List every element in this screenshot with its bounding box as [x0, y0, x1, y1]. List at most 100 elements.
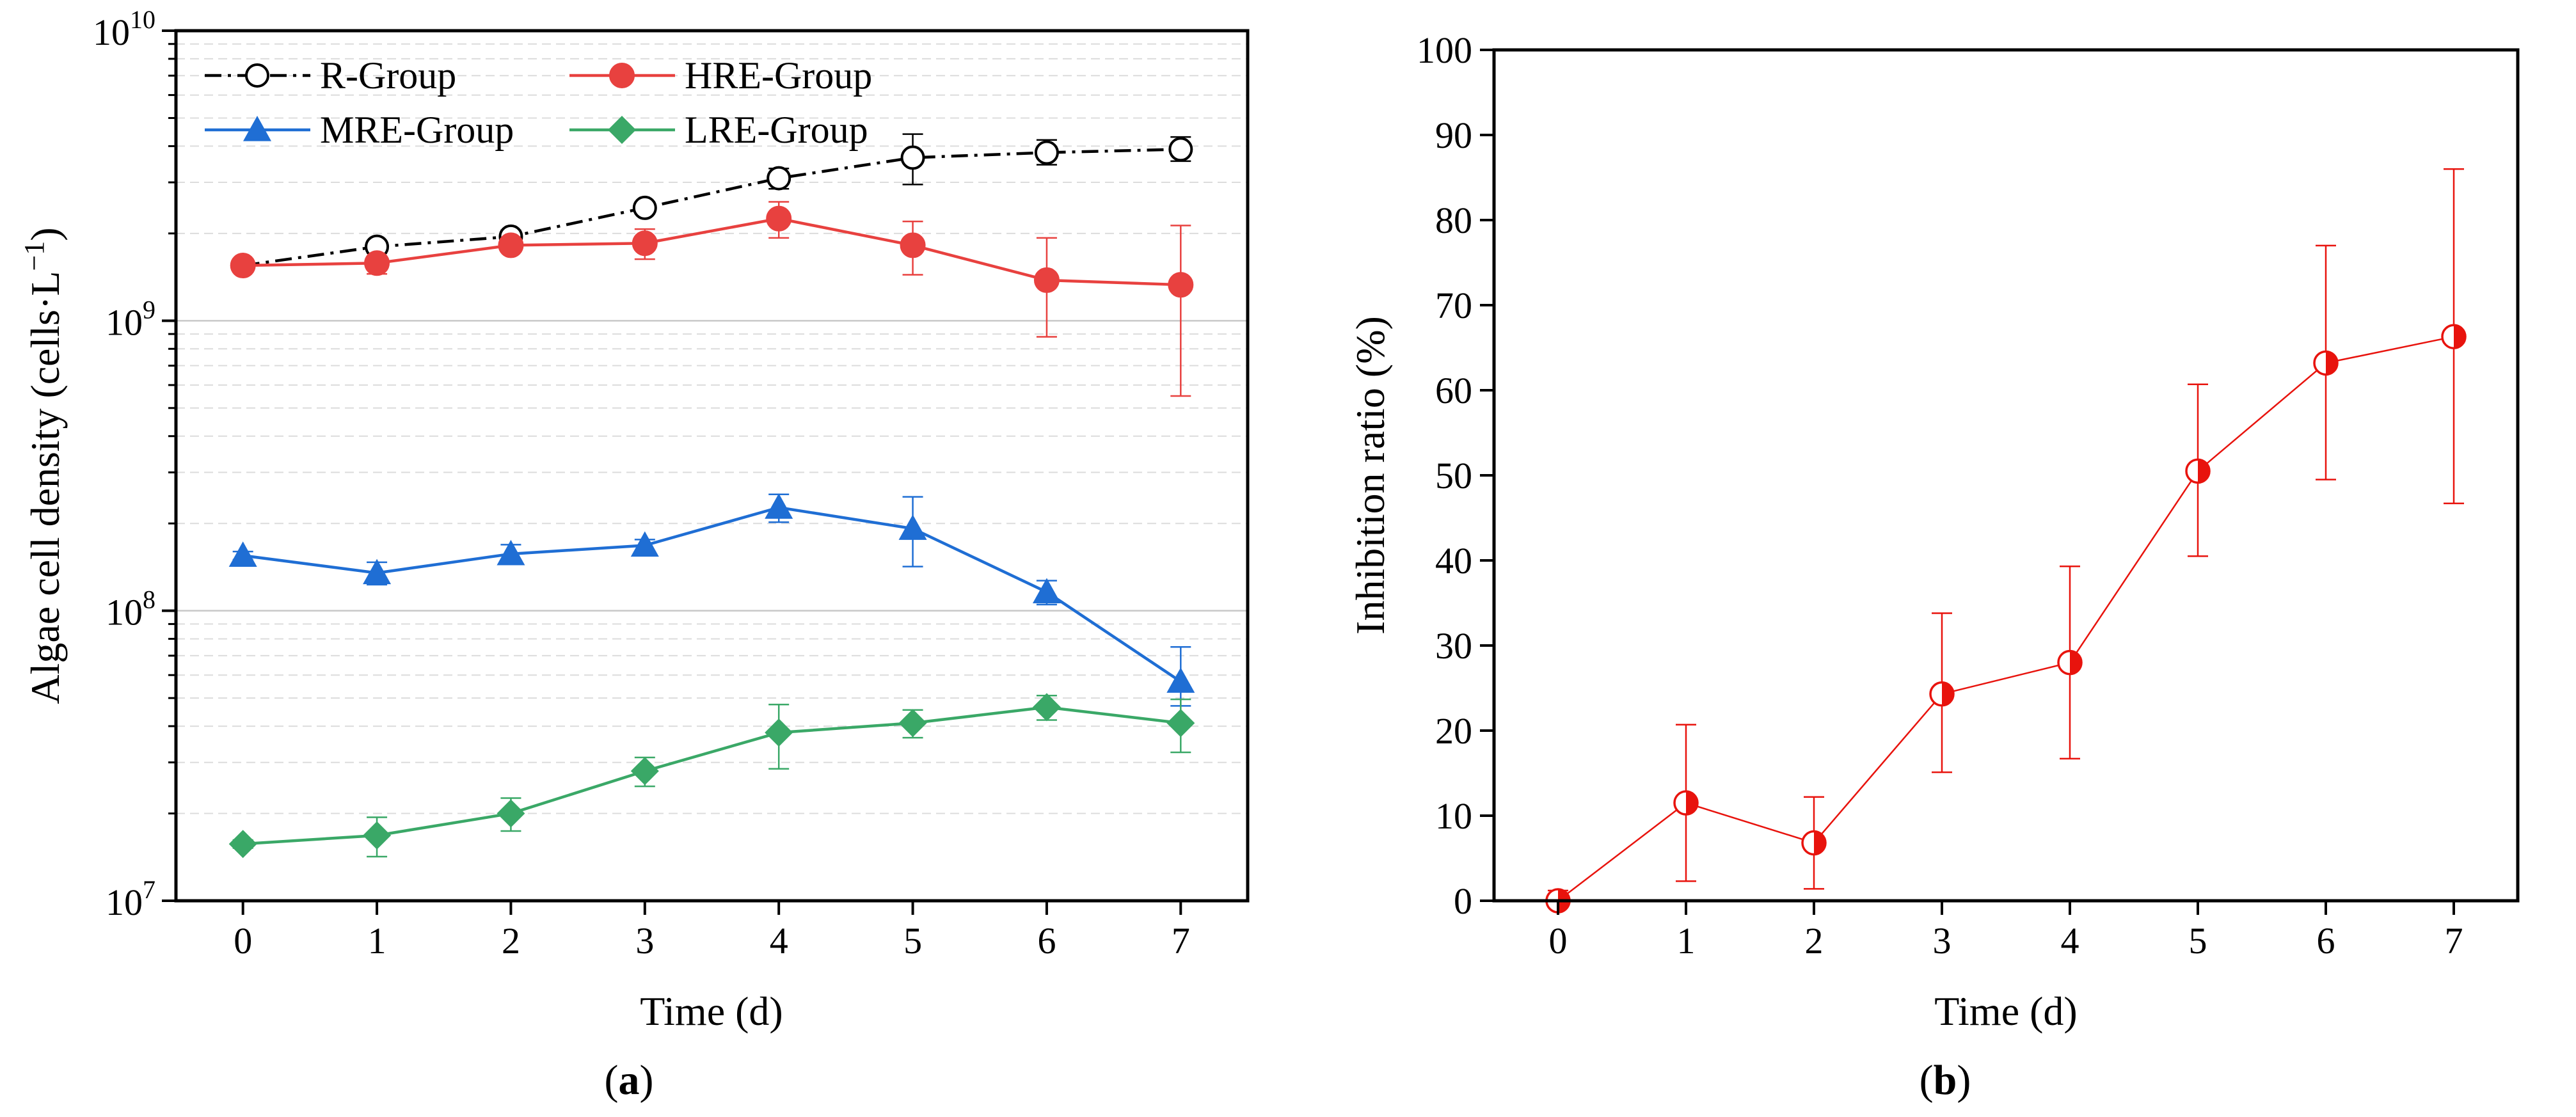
panel-a-plot-frame	[174, 29, 1250, 903]
hre-group-point	[900, 232, 926, 258]
y-tick-label: 90	[1435, 115, 1472, 156]
x-tick-label: 3	[1933, 920, 1952, 962]
inhibition-point	[1929, 681, 1955, 707]
panel-a-chart: 0 1 2 3 4 5 6 7 107 108 109 1010 R-Group HRE-Group M…	[19, 5, 1250, 1104]
y-tick-label: 100	[1417, 29, 1472, 71]
hre-group-line	[242, 217, 1181, 287]
legend-label-r-group: R-Group	[320, 54, 456, 97]
panel-a-legend: R-Group HRE-Group MRE-Group LRE-Group	[205, 54, 872, 151]
y-tick-label: 107	[106, 875, 155, 923]
y-tick-label: 1010	[93, 5, 155, 53]
panel-b-x-axis-label: Time (d)	[1934, 988, 2077, 1034]
panel-b-series-line	[1557, 335, 2454, 901]
y-tick-label: 30	[1435, 625, 1472, 667]
lre-group-point	[630, 757, 659, 786]
x-tick-label: 2	[502, 920, 520, 962]
panel-b-y-axis-label: Inhibition ratio (%)	[1348, 316, 1393, 635]
panel-a-y-ticks: 107 108 109 1010	[93, 5, 176, 923]
mre-group-line	[242, 505, 1182, 683]
legend-marker-hre-group	[609, 63, 635, 88]
panel-a-y-label-suffix: )	[22, 227, 68, 241]
y-tick-label: 20	[1435, 710, 1472, 752]
hre-group-point	[498, 232, 524, 258]
inhibition-point	[2185, 458, 2211, 484]
r-group-point	[632, 195, 657, 220]
panel-b-y-ticks: 0 10 20 30 40 50 60 70 80 90 100	[1417, 29, 1494, 922]
x-tick-label: 2	[1805, 920, 1824, 962]
inhibition-point	[2441, 324, 2467, 349]
panel-a-x-axis-label: Time (d)	[640, 988, 783, 1034]
mre-group-point	[1032, 578, 1061, 604]
hre-group-point	[1033, 267, 1060, 293]
panel-a-markers	[228, 137, 1195, 859]
panel-b-caption: (b)	[1920, 1057, 1971, 1104]
hre-group-point	[230, 253, 256, 279]
panel-a-y-axis-label: Algae cell density (cells·L−1)	[19, 227, 68, 704]
hre-group-point	[632, 230, 658, 257]
lre-group-point	[898, 709, 927, 738]
legend-entry-hre-group: HRE-Group	[569, 54, 872, 97]
panel-a-series-lines	[242, 148, 1182, 846]
mre-group-point	[497, 539, 525, 566]
inhibition-point	[1673, 790, 1699, 816]
panel-a-caption: (a)	[605, 1057, 654, 1104]
panel-b-markers	[1545, 324, 2467, 914]
x-tick-label: 0	[234, 920, 252, 962]
lre-group-point	[363, 821, 392, 850]
panel-b-caption-letter: b	[1934, 1057, 1957, 1104]
mre-group-point	[228, 541, 257, 567]
x-tick-label: 7	[2445, 920, 2463, 962]
x-tick-label: 6	[2317, 920, 2335, 962]
x-tick-label: 5	[2189, 920, 2207, 962]
x-tick-label: 4	[2061, 920, 2079, 962]
panel-b-plot-frame	[1492, 48, 2520, 903]
r-group-point	[900, 145, 925, 170]
lre-group-point	[1166, 709, 1195, 738]
x-tick-label: 1	[368, 920, 386, 962]
y-tick-label: 60	[1435, 370, 1472, 411]
y-tick-label: 10	[1435, 795, 1472, 837]
r-group-point	[1034, 140, 1059, 165]
legend-label-lre-group: LRE-Group	[685, 109, 868, 151]
legend-entry-mre-group: MRE-Group	[205, 109, 514, 151]
y-tick-label: 109	[106, 295, 155, 343]
lre-group-point	[1032, 693, 1061, 722]
hre-group-point	[766, 205, 792, 232]
y-tick-label: 50	[1435, 455, 1472, 496]
lre-group-point	[497, 799, 525, 828]
r-group-point	[767, 166, 791, 191]
inhibition-line	[1557, 335, 2454, 901]
x-tick-label: 6	[1037, 920, 1056, 962]
inhibition-point	[2057, 649, 2083, 676]
lre-group-point	[765, 718, 793, 747]
inhibition-point	[2313, 350, 2339, 376]
x-tick-label: 0	[1549, 920, 1568, 962]
legend-marker-mre-group	[243, 116, 271, 141]
x-tick-label: 1	[1677, 920, 1696, 962]
panel-b-x-ticks: 0 1 2 3 4 5 6 7	[1549, 901, 2463, 962]
y-tick-label: 40	[1435, 540, 1472, 582]
legend-entry-r-group: R-Group	[205, 54, 456, 97]
x-tick-label: 3	[635, 920, 654, 962]
panel-a-y-label-superscript: −1	[19, 241, 50, 271]
panel-a-gridlines	[176, 43, 1248, 814]
inhibition-point	[1801, 830, 1827, 856]
mre-group-point	[363, 558, 392, 585]
y-tick-label: 0	[1454, 880, 1472, 922]
mre-group-point	[765, 493, 793, 519]
panel-a-x-ticks: 0 1 2 3 4 5 6 7	[234, 901, 1190, 962]
y-tick-label: 108	[106, 585, 155, 633]
legend-entry-lre-group: LRE-Group	[569, 109, 868, 151]
lre-group-line	[242, 706, 1181, 846]
x-tick-label: 4	[770, 920, 788, 962]
x-tick-label: 7	[1172, 920, 1190, 962]
hre-group-point	[1168, 272, 1194, 298]
panel-a-y-label-main: Algae cell density (cells·L	[22, 271, 68, 704]
y-tick-label: 80	[1435, 200, 1472, 241]
mre-group-point	[898, 514, 927, 540]
y-tick-label: 70	[1435, 285, 1472, 326]
r-group-point	[1168, 137, 1193, 162]
legend-marker-lre-group	[608, 116, 636, 144]
r-group-line	[242, 148, 1181, 267]
